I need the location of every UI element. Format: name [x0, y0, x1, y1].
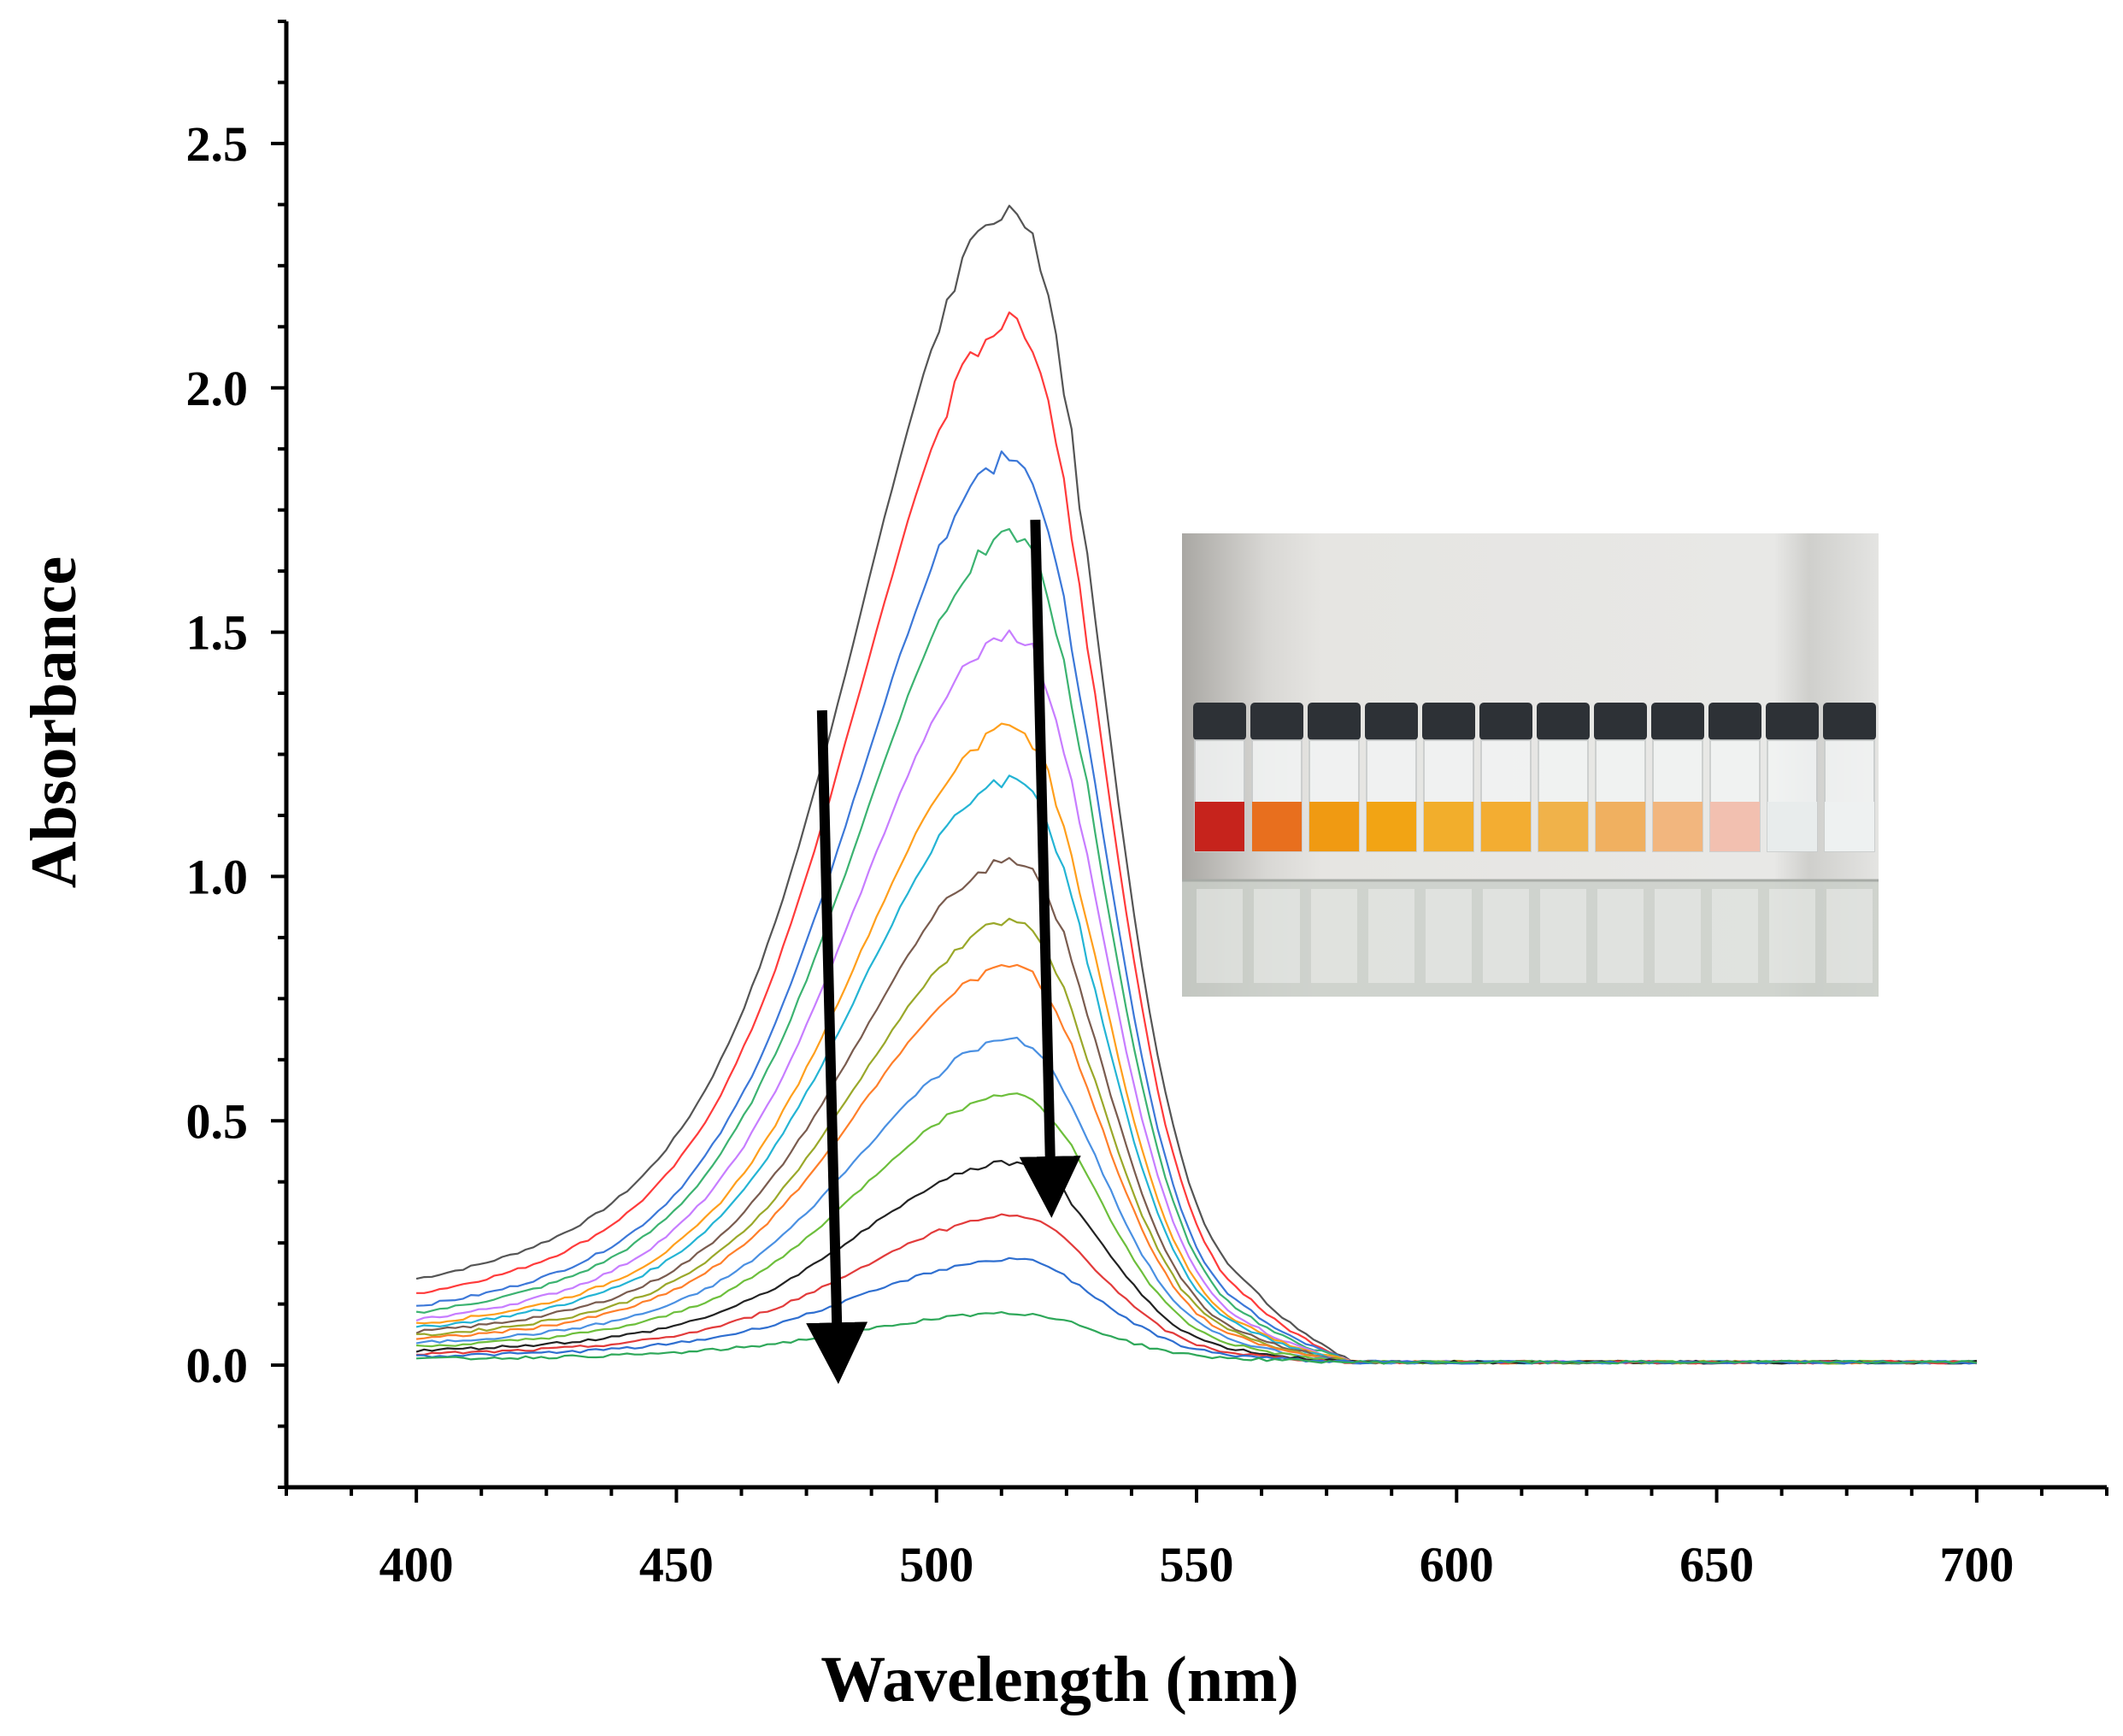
x-tick-label: 700 [1939, 1537, 2014, 1592]
vial-reflection [1597, 889, 1644, 983]
vial-cap [1422, 703, 1475, 740]
vial-reflection [1254, 889, 1300, 983]
vial-solution [1653, 802, 1703, 851]
vials-inset-photo [1182, 533, 1879, 997]
vial-solution [1195, 802, 1244, 851]
vial-cap [1537, 703, 1590, 740]
vial-reflection [1311, 889, 1357, 983]
x-tick-label: 450 [639, 1537, 714, 1592]
vial-solution [1367, 802, 1416, 851]
vial-solution [1767, 802, 1817, 851]
vial-reflection [1368, 889, 1414, 983]
spectra-series [415, 204, 1978, 1365]
x-tick-label: 400 [379, 1537, 454, 1592]
x-axis-title: Wavelength (nm) [820, 1644, 1298, 1715]
vial-cap [1708, 703, 1761, 740]
vial-cap [1250, 703, 1303, 740]
vial-solution [1825, 802, 1874, 851]
vial-cap [1651, 703, 1704, 740]
x-tick-label: 500 [899, 1537, 973, 1592]
vial-reflection [1540, 889, 1586, 983]
y-tick-label: 2.5 [186, 116, 249, 172]
down-arrow-1 [806, 709, 868, 1385]
y-tick-label: 2.0 [186, 361, 249, 416]
vial-solution [1424, 802, 1473, 851]
inset-shelf-reflection [1182, 880, 1879, 997]
x-tick-label: 550 [1160, 1537, 1234, 1592]
trend-arrows [806, 519, 1081, 1385]
spectrum-line-16 [416, 1310, 1978, 1365]
y-axis-title: Absorbance [18, 556, 90, 888]
spectrum-line-10 [415, 963, 1978, 1365]
vial-cap [1594, 703, 1647, 740]
y-tick-label: 0.5 [186, 1093, 249, 1149]
vial-solution [1309, 802, 1359, 851]
y-tick-label: 1.5 [186, 605, 249, 661]
vial-reflection [1826, 889, 1873, 983]
vial-solution [1596, 802, 1645, 851]
vial-cap [1365, 703, 1418, 740]
vial-reflection [1712, 889, 1758, 983]
vial-reflection [1197, 889, 1243, 983]
vial-solution [1252, 802, 1302, 851]
axis-ticks [271, 20, 2108, 1503]
vial-reflection [1655, 889, 1701, 983]
vial-solution [1481, 802, 1531, 851]
vial-cap [1308, 703, 1361, 740]
vial-reflection [1483, 889, 1529, 983]
vial-cap [1193, 703, 1246, 740]
vial-solution [1538, 802, 1588, 851]
vial-solution [1710, 802, 1760, 851]
x-tick-label: 650 [1679, 1537, 1754, 1592]
y-tick-label: 1.0 [186, 849, 249, 904]
y-tick-label: 0.0 [186, 1338, 249, 1393]
vial-cap [1766, 703, 1819, 740]
vial-row [1193, 703, 1876, 983]
vial-cap [1479, 703, 1532, 740]
spectrum-line-12 [416, 1092, 1978, 1365]
vial-cap [1823, 703, 1876, 740]
down-arrow-2 [1019, 519, 1081, 1218]
vial-reflection [1769, 889, 1815, 983]
axes: 400 450 500 550 600 650 700 0.0 0.5 1.0 1.5 2.0 2.5 [186, 20, 2108, 1592]
vial-reflection [1426, 889, 1472, 983]
tick-labels: 400 450 500 550 600 650 700 0.0 0.5 1.0 1.5 2.0 2.5 [186, 116, 2014, 1592]
x-tick-label: 600 [1420, 1537, 1494, 1592]
